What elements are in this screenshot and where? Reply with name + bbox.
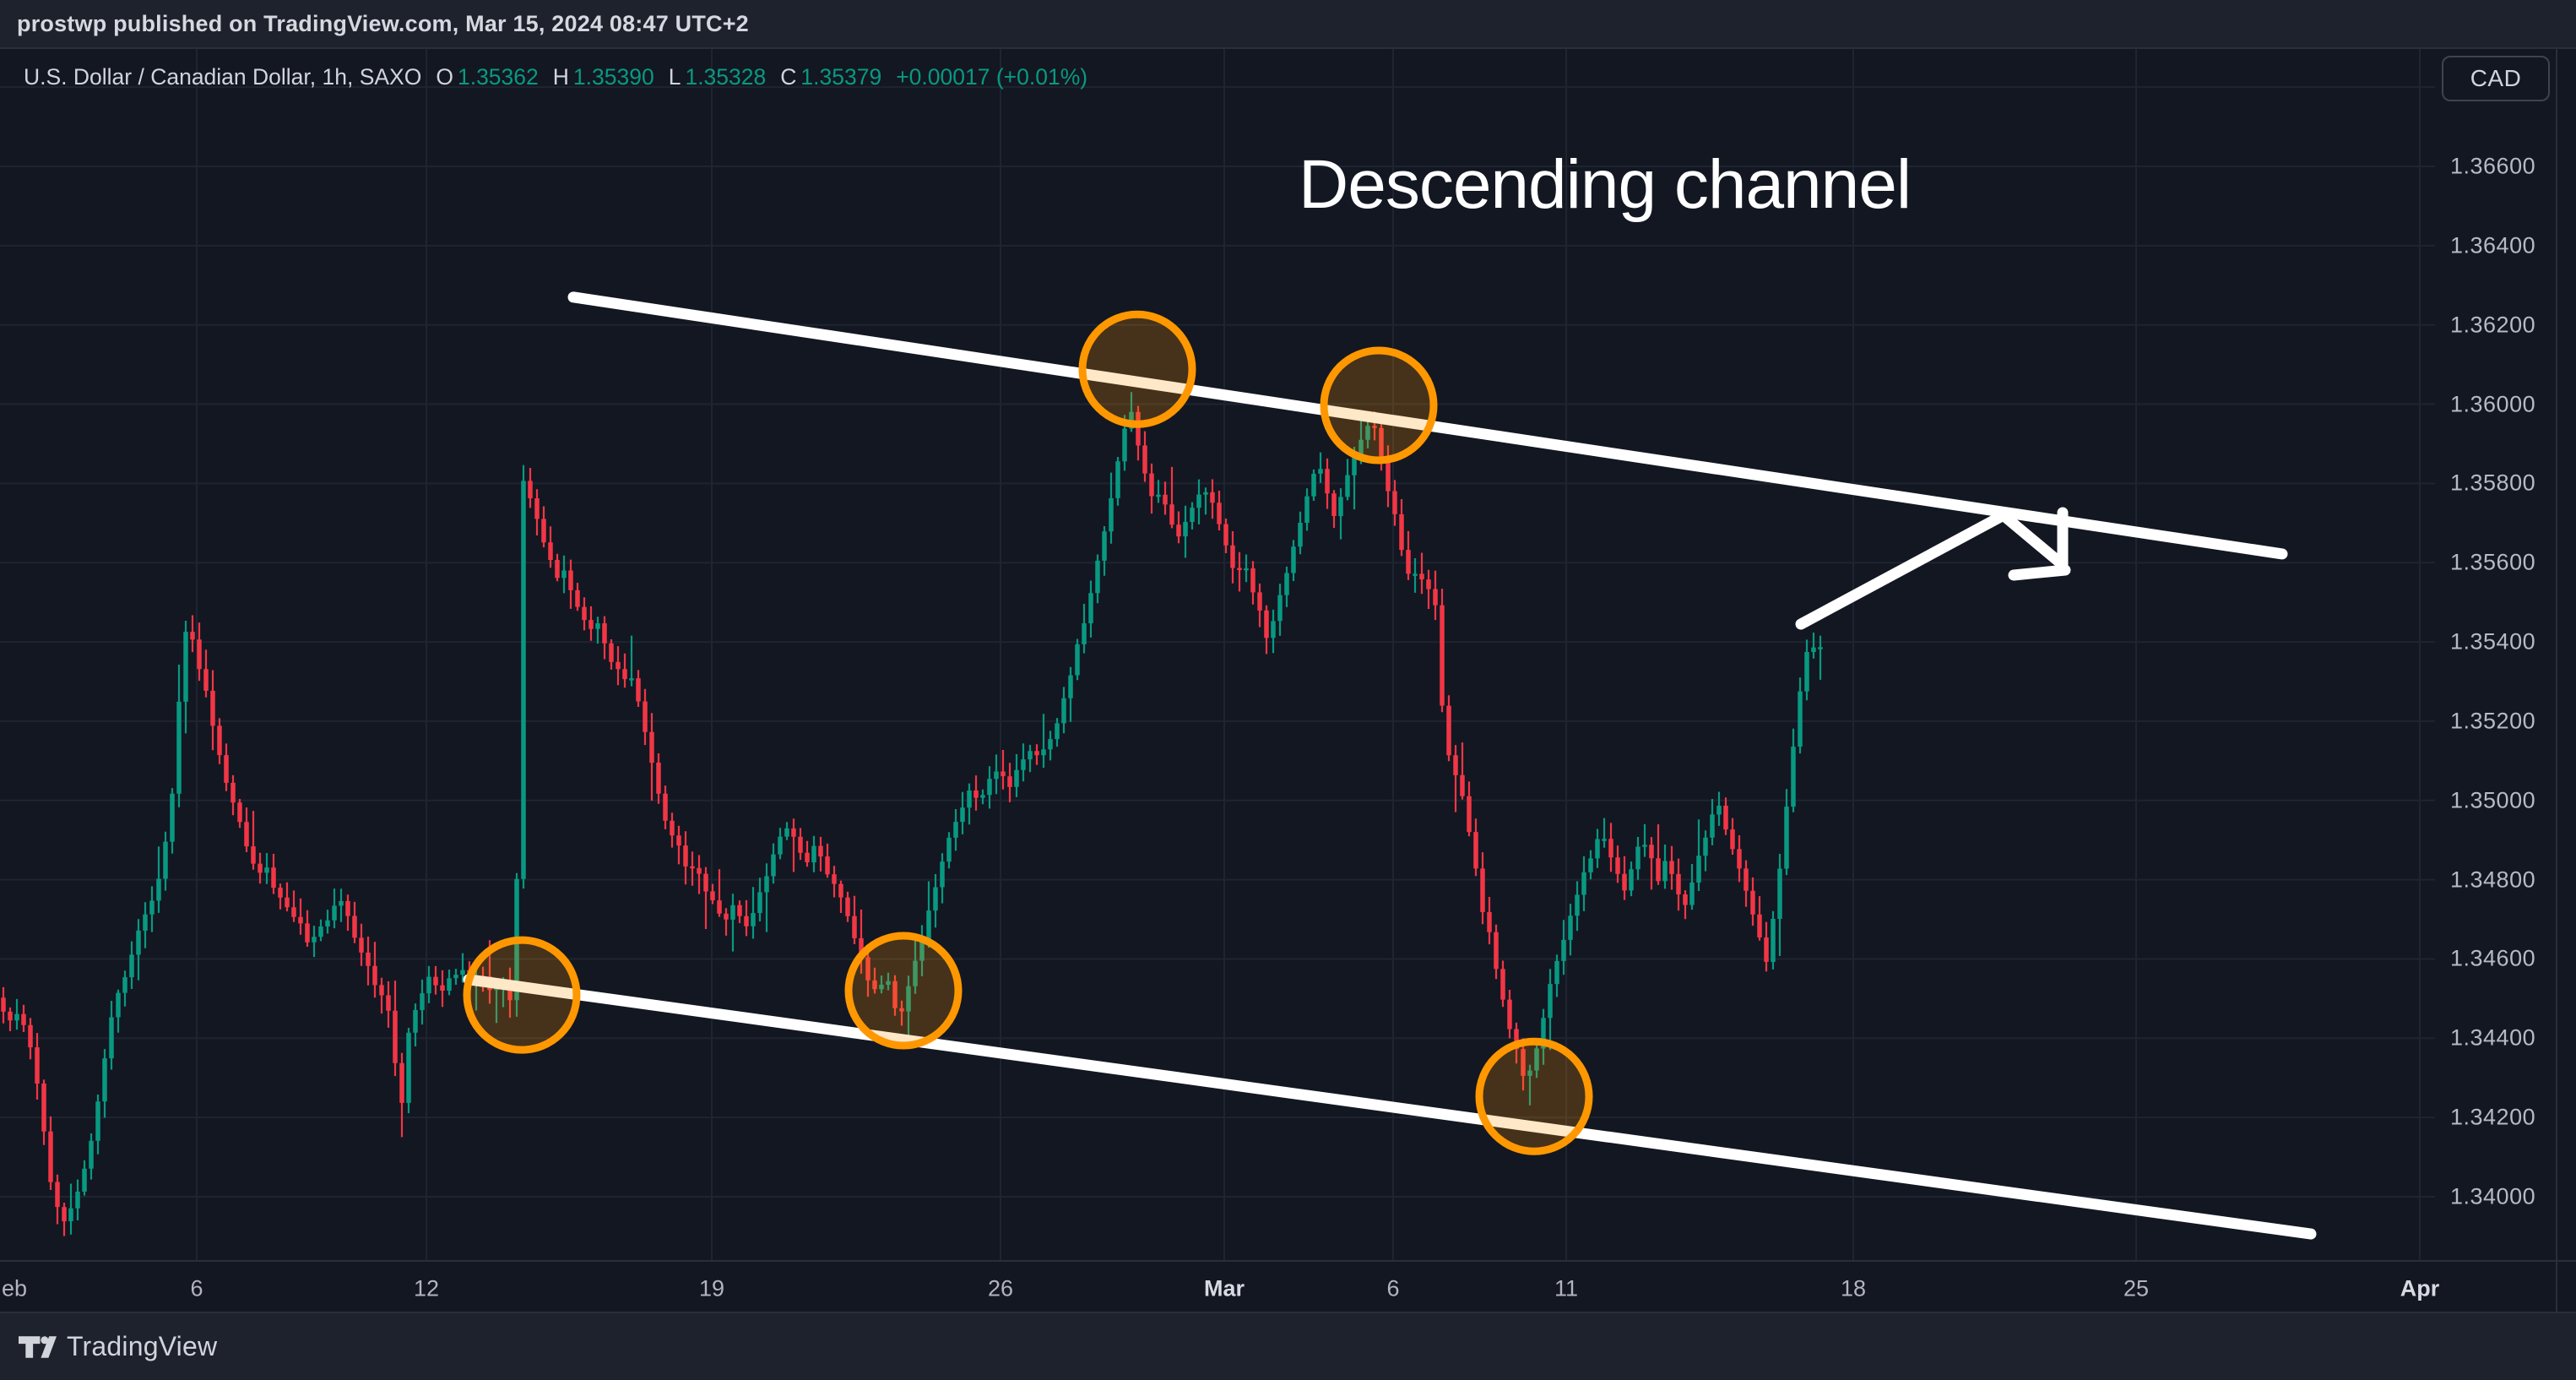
time-axis-label: 26 xyxy=(987,1275,1014,1301)
time-axis-label: eb xyxy=(1,1275,28,1301)
ohlc-low: L 1.35328 xyxy=(668,64,767,90)
price-axis-label: 1.34600 xyxy=(2450,945,2536,971)
price-axis-label: 1.34400 xyxy=(2450,1024,2536,1051)
tradingview-logo-icon[interactable] xyxy=(19,1335,57,1358)
time-axis-label: 6 xyxy=(1386,1275,1400,1301)
price-axis-label: 1.36400 xyxy=(2450,232,2536,258)
price-axis-label: 1.35400 xyxy=(2450,628,2536,655)
channel-drawing xyxy=(463,291,2317,1240)
annotation-text: Descending channel xyxy=(1299,146,1912,223)
ohlc-open: O 1.35362 xyxy=(436,64,539,90)
price-axis-label: 1.34800 xyxy=(2450,867,2536,893)
publisher-line: prostwp published on TradingView.com, Ma… xyxy=(17,10,749,36)
time-axis-label: 19 xyxy=(698,1275,725,1301)
candlestick-series xyxy=(1,392,1823,1236)
time-axis-label: 11 xyxy=(1554,1275,1579,1301)
grid-lines xyxy=(0,49,2435,1261)
time-axis-label: 25 xyxy=(2123,1275,2150,1301)
tradingview-brand: TradingView xyxy=(67,1331,218,1361)
time-axis-label: 18 xyxy=(1840,1275,1867,1301)
time-axis-label: 12 xyxy=(413,1275,440,1301)
time-axis-label: Apr xyxy=(2400,1275,2440,1301)
footer-bar: TradingView xyxy=(0,1312,2576,1380)
ohlc-high: H 1.35390 xyxy=(552,64,654,90)
price-axis-label: 1.36600 xyxy=(2450,153,2536,179)
publisher-bar: prostwp published on TradingView.com, Ma… xyxy=(0,0,2576,49)
price-axis-label: 1.36200 xyxy=(2450,312,2536,338)
price-axis-label: 1.34200 xyxy=(2450,1104,2536,1130)
price-axis-label: 1.35800 xyxy=(2450,470,2536,496)
time-axis-label: 6 xyxy=(190,1275,203,1301)
time-axis-label: Mar xyxy=(1203,1275,1245,1301)
price-axis-label: 1.35000 xyxy=(2450,787,2536,813)
ohlc-close: C 1.35379 xyxy=(780,64,882,90)
price-axis-label: 1.34000 xyxy=(2450,1183,2536,1209)
price-axis-label: 1.36000 xyxy=(2450,391,2536,417)
currency-badge[interactable]: CAD xyxy=(2442,56,2550,101)
axis-separators xyxy=(0,49,2576,1312)
symbol-title: U.S. Dollar / Canadian Dollar, 1h, SAXO xyxy=(24,64,422,90)
change-value: +0.00017 (+0.01%) xyxy=(896,64,1088,90)
symbol-legend: U.S. Dollar / Canadian Dollar, 1h, SAXO … xyxy=(24,64,1087,90)
price-axis-label: 1.35600 xyxy=(2450,549,2536,575)
price-axis-label: 1.35200 xyxy=(2450,708,2536,734)
